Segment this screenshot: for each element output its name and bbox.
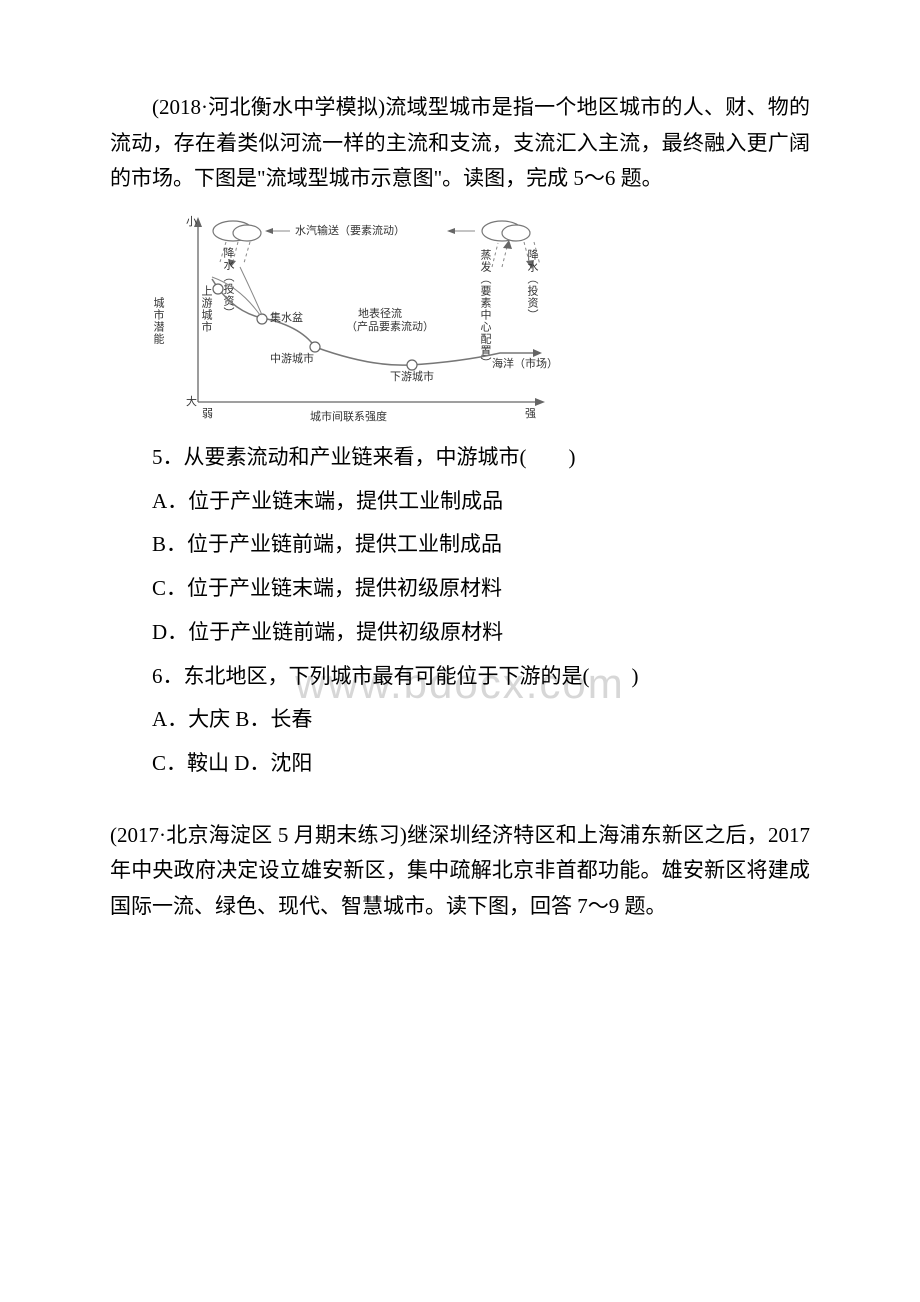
cloud-left2	[233, 225, 261, 241]
q5-option-c: C．位于产业链末端，提供初级原材料	[110, 571, 810, 607]
vapor-arrow-left-head	[265, 228, 273, 234]
trib2	[240, 267, 262, 315]
vapor-arrow-right-head	[447, 228, 455, 234]
page-content: (2018·河北衡水中学模拟)流域型城市是指一个地区城市的人、财、物的流动，存在…	[110, 90, 810, 925]
river-arrow	[533, 349, 542, 357]
vapor-label: 水汽输送（要素流动）	[295, 223, 405, 237]
q6-stem: 6．东北地区，下列城市最有可能位于下游的是( )	[110, 659, 810, 695]
q5-option-d: D．位于产业链前端，提供初级原材料	[110, 615, 810, 651]
q5-option-a: A．位于产业链末端，提供工业制成品	[110, 484, 810, 520]
trib1	[212, 277, 260, 315]
diagram-svg: 小 大 弱 强 城市间联系强度 城市潜能 水汽输送（要素流动）	[140, 207, 560, 432]
passage1-intro: (2018·河北衡水中学模拟)流域型城市是指一个地区城市的人、财、物的流动，存在…	[110, 90, 810, 197]
river-sublabel: （产品要素流动）	[346, 319, 434, 333]
q5-option-b: B．位于产业链前端，提供工业制成品	[110, 527, 810, 563]
spacer	[110, 790, 810, 818]
passage2-intro: (2017·北京海淀区 5 月期末练习)继深圳经济特区和上海浦东新区之后，201…	[110, 818, 810, 925]
q6-option-ab: A．大庆 B．长春	[110, 702, 810, 738]
downstream-label: 下游城市	[390, 369, 434, 383]
upstream-label: 上游城市	[200, 285, 213, 333]
x-right-label: 强	[525, 408, 536, 420]
node-basin	[257, 314, 267, 324]
cloud-right2	[502, 225, 530, 241]
river-label: 地表径流	[358, 306, 402, 320]
x-axis-arrow	[535, 398, 545, 406]
q5-stem: 5．从要素流动和产业链来看，中游城市( )	[110, 440, 810, 476]
node-midstream	[310, 342, 320, 352]
y-bottom-label: 大	[186, 394, 197, 408]
rain-l3	[244, 242, 250, 263]
ocean-label: 海洋（市场）	[492, 356, 558, 370]
basin-label: 集水盆	[270, 310, 303, 324]
node-downstream	[407, 360, 417, 370]
y-axis-title: 城市潜能	[152, 297, 165, 345]
basin-city-diagram: 小 大 弱 强 城市间联系强度 城市潜能 水汽输送（要素流动）	[140, 207, 810, 432]
midstream-label: 中游城市	[270, 351, 314, 365]
node-upstream	[213, 284, 223, 294]
evap1	[492, 243, 498, 267]
x-left-label: 弱	[202, 407, 213, 420]
evap-label: 蒸发（要素中心配置）	[479, 249, 492, 369]
x-axis-title: 城市间联系强度	[310, 409, 387, 423]
q6-option-cd: C．鞍山 D．沈阳	[110, 746, 810, 782]
y-top-label: 小	[186, 215, 197, 228]
precip-right-label: 降水（投资）	[526, 248, 539, 321]
